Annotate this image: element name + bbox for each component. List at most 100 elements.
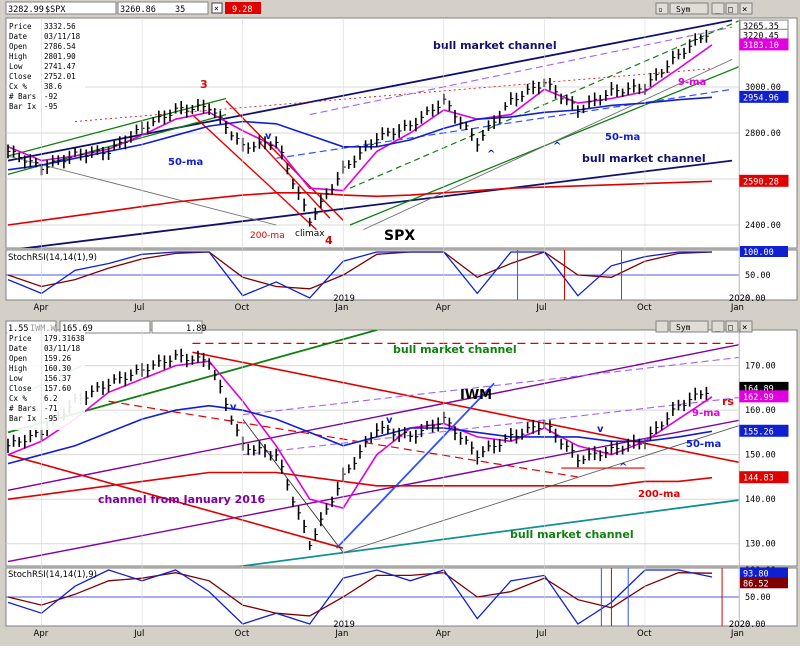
spx-ohlc-value: 2786.54 — [44, 42, 76, 51]
spx-rsi-lines — [6, 250, 739, 300]
spx-bull-channel-bottom — [19, 159, 733, 248]
iwm-symbol-button[interactable] — [669, 320, 709, 333]
spx-toggle-box[interactable] — [211, 2, 223, 14]
maximize-icon: □ — [728, 5, 733, 14]
spx-ohlc-key: # Bars — [9, 92, 36, 101]
spx-xaxis-year: 2019 — [333, 294, 355, 304]
spx-wave4-label: 4 — [325, 234, 333, 247]
spx-ohlc-key: Bar Ix — [9, 102, 37, 111]
iwm-rsi-tag-bg — [740, 567, 788, 579]
spx-ma200-label: 200-ma — [250, 231, 285, 241]
iwm-ohlc-key: Cx % — [9, 394, 28, 403]
iwm-xaxis-month: Jan — [334, 629, 348, 639]
iwm-rs-label: rs — [722, 395, 734, 408]
spx-badge — [225, 2, 261, 14]
iwm-ohlc-key: Date — [9, 344, 28, 353]
spx-header-val1: 3282.99 — [8, 5, 44, 15]
spx-rsi-tick-label: 0.00 — [745, 294, 765, 304]
spx-ohlc-key: Cx % — [9, 82, 28, 91]
spx-maximize-button[interactable] — [725, 2, 739, 15]
iwm-series-50-ma — [7, 404, 713, 465]
spx-ytick-label: 2800.00 — [745, 129, 781, 139]
spx-header-val2: 3260.86 — [120, 5, 156, 15]
iwm-rsi-tick-label: 0.00 — [745, 620, 765, 630]
spx-header-symbol: $SPX — [45, 5, 66, 15]
spx-header-val3: 35 — [175, 5, 185, 15]
iwm-channel-2016-label: channel from January 2016 — [98, 493, 266, 506]
spx-xaxis-month: Apr — [34, 303, 49, 313]
iwm-pin-button[interactable] — [655, 320, 669, 333]
spx-ohlc-key: Low — [9, 62, 23, 71]
spx-ytag-bg — [739, 174, 789, 187]
iwm-header-bar: 1.55 IWM.W 165.69 1.89 iSHARES RUSSELL 2… — [5, 320, 753, 334]
spx-wave3-label: 3 — [200, 78, 208, 91]
spx-series-200-ma — [7, 180, 713, 226]
spx-ohlc-key: High — [9, 52, 27, 61]
iwm-header-val3: 1.89 — [186, 324, 206, 334]
close-icon: × — [742, 5, 747, 15]
spx-xaxis-month: Jul — [535, 303, 546, 313]
iwm-blue-rally — [335, 382, 495, 549]
maximize-icon: □ — [728, 323, 733, 332]
iwm-v-marker-1: v — [230, 402, 237, 413]
spx-ohlc-value: -92 — [44, 92, 58, 101]
iwm-ytag-bg — [739, 390, 789, 403]
iwm-maximize-button[interactable] — [725, 320, 739, 333]
spx-ohlc-value: -95 — [44, 102, 58, 111]
spx-bull-top-label: bull market channel — [433, 39, 557, 52]
spx-minimize-button[interactable] — [711, 2, 725, 15]
iwm-xaxis-year: 2019 — [333, 620, 355, 630]
iwm-ohlc-key: Close — [9, 384, 32, 393]
spx-rsi-tag-bg — [740, 246, 788, 257]
spx-green-dashed — [349, 20, 739, 189]
iwm-caret-marker: ^ — [619, 462, 627, 473]
iwm-ohlc-value: 156.37 — [44, 374, 71, 383]
close-icon: × — [742, 323, 747, 333]
spx-ytag-label: 3183.10 — [743, 41, 779, 51]
spx-xaxis-month: Oct — [235, 303, 250, 313]
spx-rsi-label: StochRSI(14,14(1),9) — [8, 253, 97, 263]
spx-ohlc-value: 2741.47 — [44, 62, 76, 71]
iwm-xaxis-month: Oct — [235, 629, 250, 639]
spx-xaxis-month: Jul — [133, 303, 144, 313]
iwm-channel-2016-top — [7, 343, 739, 491]
iwm-rsi-tag: 86.52 — [743, 579, 769, 589]
spx-ohlc-value: 2752.01 — [44, 72, 76, 81]
iwm-ohlc-value: 160.30 — [44, 364, 72, 373]
spx-bull-bottom-label: bull market channel — [582, 152, 706, 165]
iwm-ma50-label: 50-ma — [686, 439, 721, 450]
spx-pin-button[interactable] — [655, 2, 669, 15]
spx-title: SPX — [384, 228, 415, 244]
iwm-ytag-bg — [739, 471, 789, 484]
spx-purple-dashed — [309, 26, 733, 116]
iwm-ohlc-value: 179.31638 — [44, 334, 85, 343]
spx-xaxis-month: Jan — [334, 303, 348, 313]
iwm-ohlc-value: 157.60 — [44, 384, 72, 393]
iwm-ytag-label: 144.83 — [743, 474, 774, 484]
iwm-xaxis-month: Oct — [637, 629, 652, 639]
spx-close-button[interactable] — [739, 2, 753, 15]
iwm-close-button[interactable] — [739, 320, 753, 333]
iwm-ytick-label: 130.00 — [745, 540, 776, 550]
iwm-ohlc-value: -71 — [44, 404, 58, 413]
iwm-minimize-button[interactable] — [711, 320, 725, 333]
iwm-bull-bottom-label: bull market channel — [510, 528, 634, 541]
spx-value-box-2 — [117, 1, 209, 15]
iwm-ohlc-key: Bar Ix — [9, 414, 37, 423]
iwm-ytick-label: 150.00 — [745, 451, 776, 461]
spx-symbol-button[interactable] — [669, 2, 709, 15]
spx-header-bar: 3282.99 $SPX 3260.86 35 × 9.28 S & P 500… — [5, 1, 753, 15]
spx-ma50-right-label: 50-ma — [605, 132, 640, 143]
iwm-series-200-ma — [7, 471, 713, 500]
iwm-title: IWM — [460, 388, 492, 403]
spx-ma9-label: 9-ma — [678, 77, 706, 88]
iwm-xaxis-month: Apr — [436, 629, 451, 639]
iwm-ohlc-key: Open — [9, 354, 27, 363]
iwm-symbol-button-label: Sym — [676, 323, 691, 332]
iwm-ytick-label: 160.00 — [745, 406, 776, 416]
